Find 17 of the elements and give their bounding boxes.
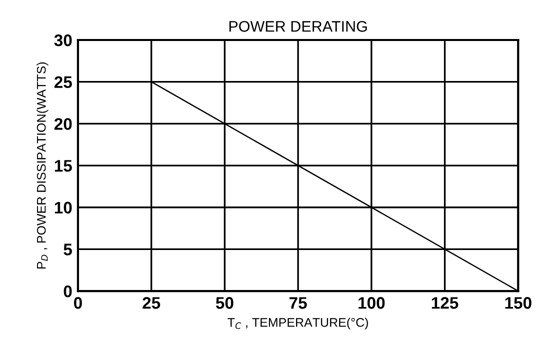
y-tick-label: 15 (54, 160, 72, 172)
chart-title: POWER DERATING (229, 21, 367, 32)
y-tick-label: 0 (64, 285, 72, 298)
x-tick-label: 150 (505, 297, 532, 309)
y-tick-label: 5 (64, 244, 72, 256)
y-tick-label: 25 (54, 76, 72, 88)
y-tick-label: 30 (54, 34, 72, 46)
x-tick-label: 50 (216, 297, 234, 309)
x-tick-label: 100 (358, 297, 385, 309)
y-tick-label: 10 (54, 202, 72, 214)
x-tick-label: 25 (142, 297, 160, 309)
x-tick-label: 75 (290, 297, 307, 309)
x-tick-label: 125 (432, 297, 458, 309)
x-axis-title: T$_{C}$ , TEMPERATURE(°C) (228, 318, 368, 330)
y-tick-label: 20 (54, 118, 72, 130)
y-axis-title: P$_{D}$ , POWER DISSIPATION(WATTS) (36, 62, 48, 269)
x-tick-label: 0 (74, 297, 82, 309)
